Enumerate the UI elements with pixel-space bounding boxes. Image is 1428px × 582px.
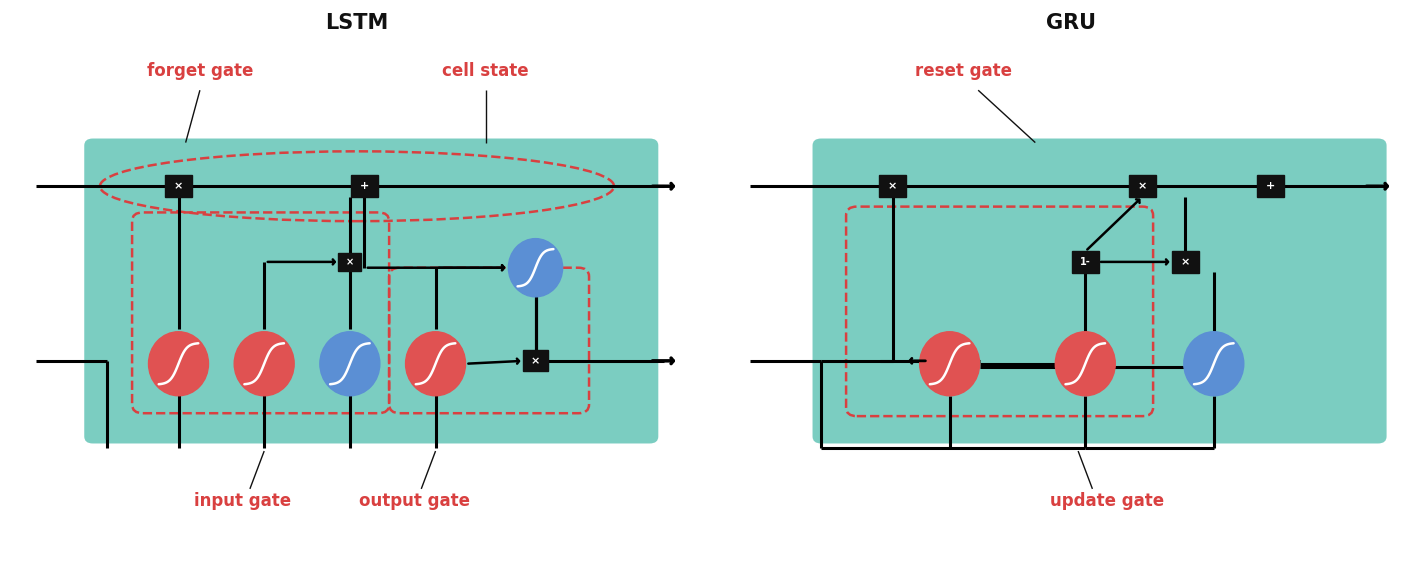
- FancyBboxPatch shape: [338, 253, 361, 271]
- FancyBboxPatch shape: [813, 139, 1387, 443]
- Ellipse shape: [406, 332, 466, 396]
- Text: cell state: cell state: [443, 62, 528, 80]
- Text: +: +: [1267, 181, 1275, 191]
- FancyBboxPatch shape: [523, 350, 548, 371]
- FancyBboxPatch shape: [1130, 175, 1157, 197]
- Text: LSTM: LSTM: [326, 13, 388, 33]
- Text: ×: ×: [1181, 257, 1190, 267]
- Ellipse shape: [149, 332, 208, 396]
- Text: input gate: input gate: [194, 492, 291, 510]
- Text: ×: ×: [888, 181, 897, 191]
- FancyBboxPatch shape: [84, 139, 658, 443]
- Text: 1-: 1-: [1080, 257, 1091, 267]
- Text: output gate: output gate: [358, 492, 470, 510]
- Text: ×: ×: [346, 257, 354, 267]
- FancyBboxPatch shape: [351, 175, 377, 197]
- Text: ×: ×: [1138, 181, 1147, 191]
- FancyBboxPatch shape: [1071, 251, 1100, 273]
- FancyBboxPatch shape: [166, 175, 191, 197]
- Ellipse shape: [508, 239, 563, 297]
- Text: GRU: GRU: [1045, 13, 1097, 33]
- Text: ×: ×: [174, 181, 183, 191]
- Ellipse shape: [920, 332, 980, 396]
- Text: +: +: [360, 181, 368, 191]
- Ellipse shape: [1184, 332, 1244, 396]
- Ellipse shape: [320, 332, 380, 396]
- FancyBboxPatch shape: [1171, 251, 1200, 273]
- FancyBboxPatch shape: [1258, 175, 1285, 197]
- Ellipse shape: [1055, 332, 1115, 396]
- Text: reset gate: reset gate: [915, 62, 1012, 80]
- Ellipse shape: [234, 332, 294, 396]
- Text: update gate: update gate: [1050, 492, 1164, 510]
- FancyBboxPatch shape: [878, 175, 907, 197]
- Text: ×: ×: [531, 356, 540, 366]
- Text: forget gate: forget gate: [147, 62, 253, 80]
